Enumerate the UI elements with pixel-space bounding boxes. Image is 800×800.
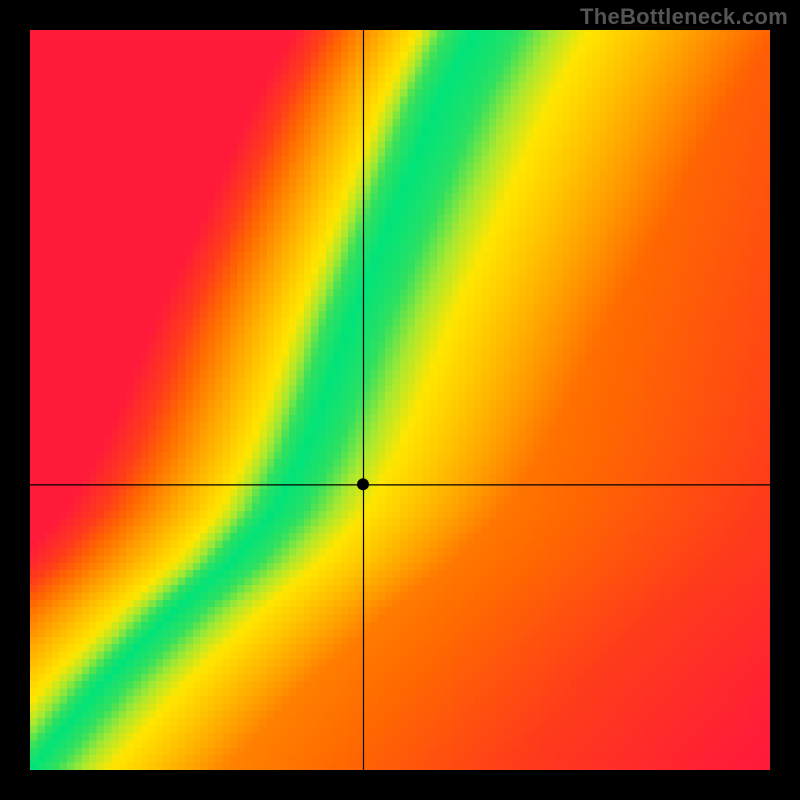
- attribution-label: TheBottleneck.com: [580, 4, 788, 30]
- crosshair-overlay: [30, 30, 770, 770]
- chart-container: TheBottleneck.com: [0, 0, 800, 800]
